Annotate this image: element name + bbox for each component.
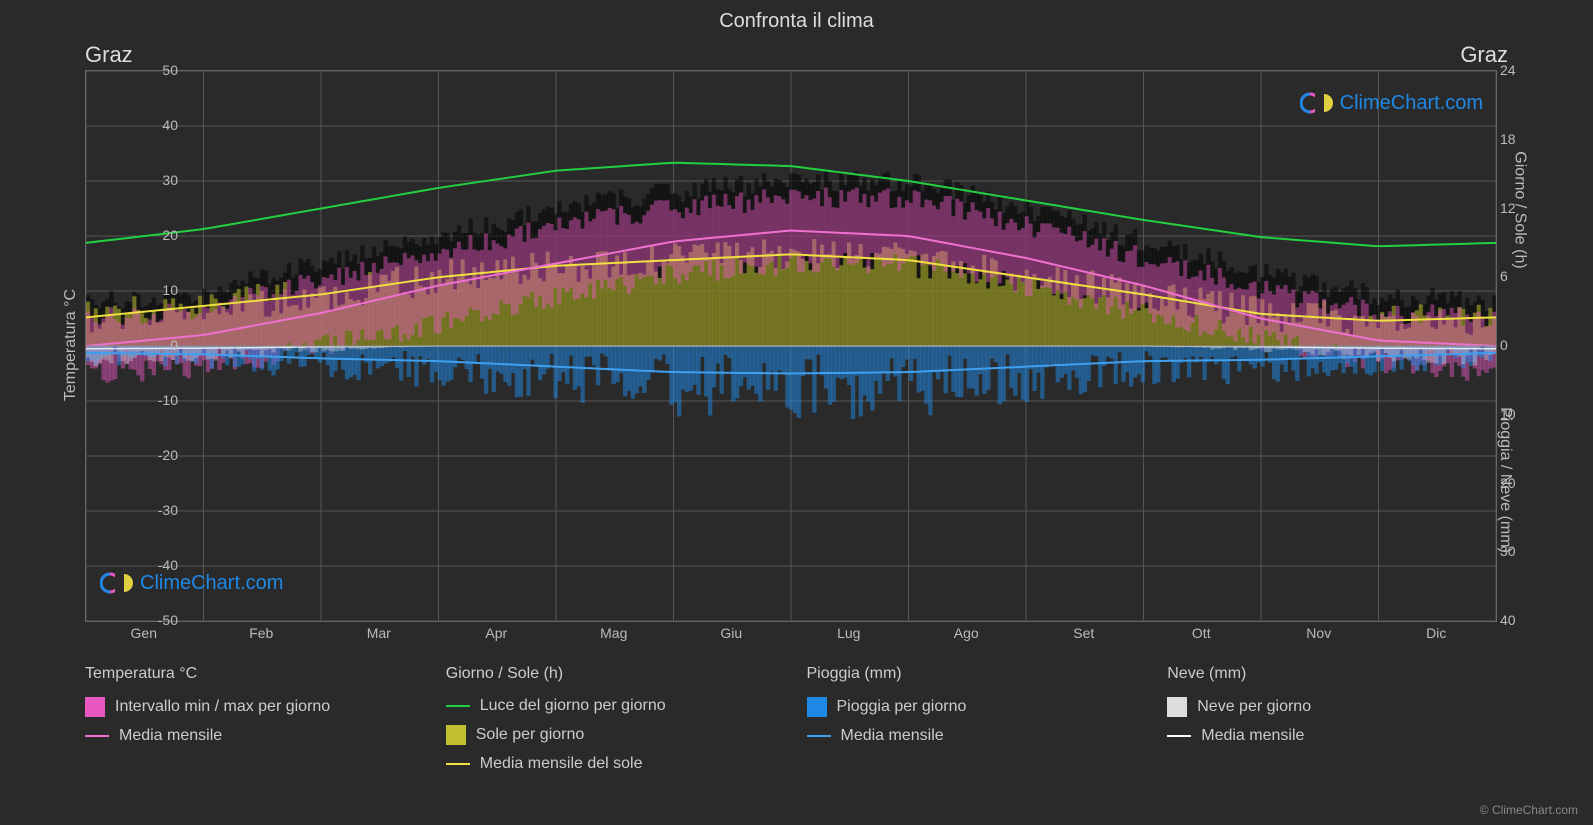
y-tick-left: 0 — [108, 337, 178, 353]
legend-item: Media mensile del sole — [446, 755, 787, 773]
legend-items: Intervallo min / max per giorno Media men… — [85, 697, 426, 745]
y-tick-left: 40 — [108, 117, 178, 133]
y-tick-left: -30 — [108, 502, 178, 518]
legend-swatch-block — [807, 697, 827, 717]
legend-item: Neve per giorno — [1167, 697, 1508, 717]
legend-item: Luce del giorno per giorno — [446, 697, 787, 715]
month-label: Ott — [1192, 625, 1211, 641]
legend-label: Luce del giorno per giorno — [480, 697, 666, 715]
month-label: Set — [1073, 625, 1094, 641]
legend-items: Luce del giorno per giorno Sole per giorn… — [446, 697, 787, 773]
legend-label: Neve per giorno — [1197, 698, 1311, 716]
legend-header: Giorno / Sole (h) — [446, 665, 787, 683]
y-tick-left: -10 — [108, 392, 178, 408]
legend-header: Neve (mm) — [1167, 665, 1508, 683]
chart-container: Confronta il clima Graz Graz Temperatura… — [0, 0, 1593, 825]
legend-label: Media mensile — [1201, 727, 1304, 745]
legend-label: Intervallo min / max per giorno — [115, 698, 330, 716]
month-label: Mar — [367, 625, 391, 641]
legend-label: Media mensile — [841, 727, 944, 745]
month-label: Lug — [837, 625, 860, 641]
y-tick-right: 20 — [1500, 475, 1570, 491]
month-label: Ago — [954, 625, 979, 641]
y-tick-right: 24 — [1500, 62, 1570, 78]
y-tick-left: -20 — [108, 447, 178, 463]
legend-swatch-line — [446, 763, 470, 765]
y-axis-left-label: Temperatura °C — [62, 289, 80, 401]
month-label: Gen — [131, 625, 157, 641]
legend-items: Neve per giorno Media mensile — [1167, 697, 1508, 745]
month-label: Feb — [249, 625, 273, 641]
watermark-text: ClimeChart.com — [140, 572, 283, 595]
y-tick-right: 12 — [1500, 200, 1570, 216]
legend-label: Sole per giorno — [476, 726, 585, 744]
y-tick-right: 0 — [1500, 337, 1570, 353]
y-tick-left: 30 — [108, 172, 178, 188]
legend-item: Intervallo min / max per giorno — [85, 697, 426, 717]
month-label: Apr — [485, 625, 507, 641]
legend-item: Media mensile — [807, 727, 1148, 745]
month-label: Mag — [600, 625, 627, 641]
legend-col-temp: Temperatura °C Intervallo min / max per … — [85, 665, 426, 773]
legend-swatch-block — [1167, 697, 1187, 717]
legend-item: Media mensile — [1167, 727, 1508, 745]
watermark-text: ClimeChart.com — [1340, 92, 1483, 115]
y-tick-right: 40 — [1500, 612, 1570, 628]
plot-area — [85, 70, 1497, 622]
legend: Temperatura °C Intervallo min / max per … — [85, 665, 1508, 773]
legend-swatch-line — [807, 735, 831, 737]
legend-col-daylight: Giorno / Sole (h) Luce del giorno per gi… — [446, 665, 787, 773]
credit-text: © ClimeChart.com — [1480, 803, 1578, 817]
watermark-top: ClimeChart.com — [1300, 90, 1483, 116]
legend-item: Sole per giorno — [446, 725, 787, 745]
y-tick-right: 6 — [1500, 268, 1570, 284]
logo-icon — [100, 570, 134, 596]
logo-icon — [1300, 90, 1334, 116]
month-label: Giu — [720, 625, 742, 641]
plot-svg — [86, 71, 1496, 621]
legend-item: Pioggia per giorno — [807, 697, 1148, 717]
y-tick-left: 20 — [108, 227, 178, 243]
y-tick-right: 18 — [1500, 131, 1570, 147]
legend-header: Temperatura °C — [85, 665, 426, 683]
y-tick-right: 10 — [1500, 406, 1570, 422]
legend-label: Media mensile — [119, 727, 222, 745]
legend-col-snow: Neve (mm) Neve per giorno Media mensile — [1167, 665, 1508, 773]
legend-items: Pioggia per giorno Media mensile — [807, 697, 1148, 745]
legend-swatch-line — [446, 705, 470, 707]
legend-label: Pioggia per giorno — [837, 698, 967, 716]
legend-swatch-block — [85, 697, 105, 717]
month-label: Dic — [1426, 625, 1446, 641]
y-tick-left: 10 — [108, 282, 178, 298]
legend-item: Media mensile — [85, 727, 426, 745]
legend-swatch-line — [85, 735, 109, 737]
legend-label: Media mensile del sole — [480, 755, 643, 773]
chart-title: Confronta il clima — [0, 10, 1593, 33]
watermark-bottom: ClimeChart.com — [100, 570, 283, 596]
legend-header: Pioggia (mm) — [807, 665, 1148, 683]
month-label: Nov — [1306, 625, 1331, 641]
y-tick-right: 30 — [1500, 543, 1570, 559]
legend-swatch-block — [446, 725, 466, 745]
y-tick-left: 50 — [108, 62, 178, 78]
legend-col-rain: Pioggia (mm) Pioggia per giorno Media men… — [807, 665, 1148, 773]
legend-swatch-line — [1167, 735, 1191, 737]
